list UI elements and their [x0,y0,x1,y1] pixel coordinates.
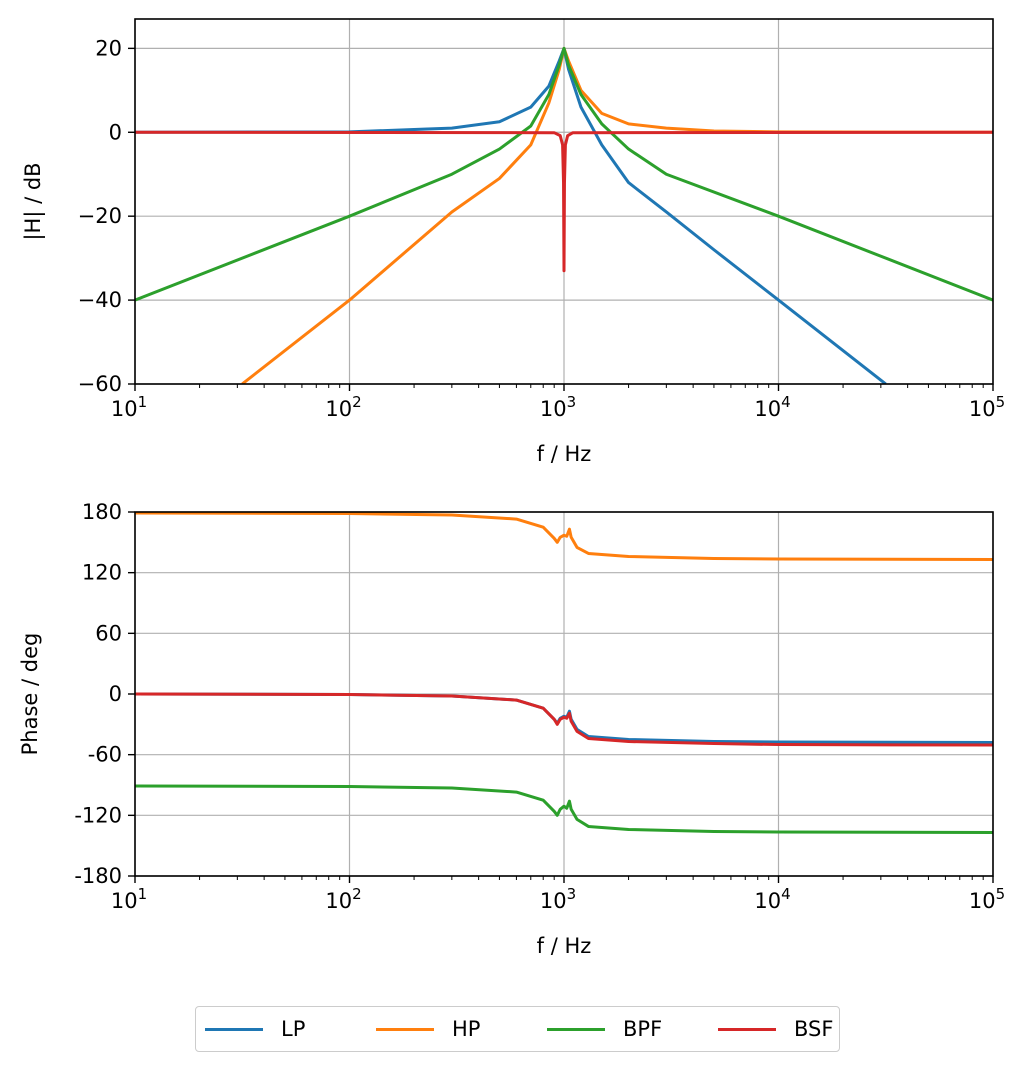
y-axis-label: Phase / deg [18,633,42,756]
x-tick-label: 105 [969,885,1005,913]
y-tick-label: -60 [88,743,122,767]
legend-swatch-hp [376,1027,434,1031]
series-line-bpf [135,784,993,835]
legend-item-hp: HP [376,1017,530,1041]
x-tick-label: 101 [111,885,147,913]
x-axis-label: f / Hz [537,442,592,466]
y-axis-label: |H| / dB [21,162,46,240]
x-tick-label: 102 [325,393,361,421]
legend-item-bpf: BPF [547,1017,701,1041]
series-line-bpf [135,46,993,302]
y-tick-label: 120 [82,561,122,585]
y-tick-label: 20 [95,36,122,60]
x-tick-label: 104 [754,885,790,913]
x-tick-label: 103 [540,885,576,913]
panel-magnitude: 101 102 103 104 105 20 0 −20 −40 −60 f / Hz |H| / d… [21,18,1005,466]
y-tick-label: −20 [78,204,122,228]
y-tick-label: −60 [78,372,122,396]
legend: LP HP BPF BSF [195,1006,840,1052]
legend-label-bpf: BPF [623,1017,663,1041]
x-axis-label: f / Hz [537,934,592,958]
x-tick-label: 103 [540,393,576,421]
y-tick-label: 0 [109,682,122,706]
x-tick-label: 105 [969,393,1005,421]
y-tick-label: 0 [109,120,122,144]
legend-label-hp: HP [452,1017,481,1041]
y-tick-label: 180 [82,500,122,524]
legend-label-lp: LP [281,1017,306,1041]
series-group [135,512,993,835]
legend-item-lp: LP [205,1017,359,1041]
legend-label-bsf: BSF [794,1017,834,1041]
y-tick-label: -180 [74,864,122,888]
x-tick-label: 102 [325,885,361,913]
x-tick-label: 104 [754,393,790,421]
y-tick-label: -120 [74,803,122,827]
series-line-hp [135,512,993,562]
y-tick-label: −40 [78,288,122,312]
x-tick-label: 101 [111,393,147,421]
series-group [135,46,993,384]
series-line-bsf [135,130,993,273]
legend-item-bsf: BSF [718,1017,872,1041]
panel-phase: 101 102 103 104 105 180 120 60 0 -60 -120 -180 f / H… [18,500,1005,958]
series-line-bsf [135,692,993,747]
y-tick-label: 60 [95,621,122,645]
legend-swatch-bpf [547,1027,605,1031]
legend-swatch-bsf [718,1027,776,1031]
legend-swatch-lp [205,1027,263,1031]
